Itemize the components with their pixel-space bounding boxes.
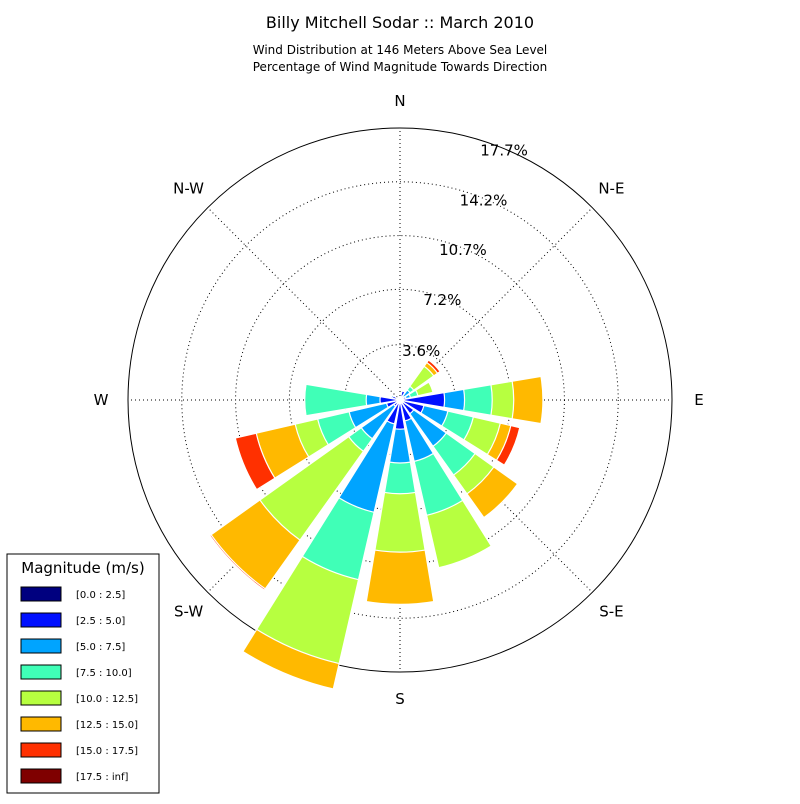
wind-bar-segment bbox=[338, 399, 401, 514]
direction-labels: N N-E E S-E S S-W W N-W bbox=[94, 92, 704, 708]
legend: Magnitude (m/s) [0.0 : 2.5] [2.5 : 5.0] [5… bbox=[6, 553, 160, 794]
direction-label: S bbox=[395, 690, 405, 708]
legend-label: [15.0 : 17.5] bbox=[76, 746, 138, 757]
wind-bar-segment bbox=[386, 399, 401, 425]
chart-subtitle-line-1: Wind Distribution at 146 Meters Above Se… bbox=[253, 43, 548, 57]
legend-label: [10.0 : 12.5] bbox=[76, 694, 138, 705]
direction-label: N-E bbox=[598, 180, 624, 198]
direction-label: S-W bbox=[174, 602, 203, 620]
direction-label: S-E bbox=[599, 602, 623, 620]
wind-bar-segment bbox=[399, 391, 446, 409]
legend-swatch bbox=[20, 690, 62, 706]
grid-ring bbox=[181, 181, 619, 619]
legend-swatch bbox=[20, 664, 62, 680]
legend-swatch bbox=[20, 742, 62, 758]
legend-label: [12.5 : 15.0] bbox=[76, 720, 138, 731]
wind-bar-segment bbox=[399, 399, 413, 422]
legend-title: Magnitude (m/s) bbox=[21, 559, 144, 577]
ring-label: 17.7% bbox=[480, 142, 528, 160]
outer-circle bbox=[127, 127, 673, 673]
legend-swatch bbox=[20, 768, 62, 784]
direction-label: W bbox=[94, 391, 109, 409]
legend-label: [5.0 : 7.5] bbox=[76, 642, 125, 653]
ring-label: 14.2% bbox=[460, 191, 508, 209]
legend-swatch bbox=[20, 586, 62, 602]
wind-bar-segment bbox=[399, 399, 415, 415]
wind-bars bbox=[209, 359, 544, 690]
wind-bar-segment bbox=[398, 397, 401, 401]
wind-bar-segment bbox=[388, 399, 412, 464]
wind-bar-segment bbox=[399, 399, 425, 414]
ring-label: 7.2% bbox=[423, 291, 461, 309]
legend-label: [7.5 : 10.0] bbox=[76, 668, 132, 679]
direction-label: N-W bbox=[173, 180, 204, 198]
ring-label: 10.7% bbox=[439, 241, 487, 259]
wind-bar-segment bbox=[360, 399, 401, 440]
legend-items: [0.0 : 2.5] [2.5 : 5.0] [5.0 : 7.5] [7.5 : … bbox=[20, 586, 138, 784]
legend-swatch bbox=[20, 612, 62, 628]
legend-label: [17.5 : inf] bbox=[76, 772, 129, 783]
grid-spoke bbox=[207, 207, 401, 401]
legend-swatch bbox=[20, 716, 62, 732]
wind-bar-segment bbox=[379, 396, 401, 404]
wind-bar-segment bbox=[385, 399, 401, 409]
legend-label: [0.0 : 2.5] bbox=[76, 590, 125, 601]
direction-label: N bbox=[394, 92, 405, 110]
legend-swatch bbox=[20, 638, 62, 654]
chart-title: Billy Mitchell Sodar :: March 2010 bbox=[266, 13, 534, 32]
wind-bar-segment bbox=[348, 399, 401, 429]
ring-labels: 3.6% 7.2% 10.7% 14.2% 17.7% bbox=[402, 142, 528, 360]
legend-label: [2.5 : 5.0] bbox=[76, 616, 125, 627]
wind-bar-segment bbox=[394, 399, 406, 430]
wind-bar-segment bbox=[304, 383, 401, 417]
ring-label: 3.6% bbox=[402, 342, 440, 360]
direction-label: E bbox=[694, 391, 703, 409]
grid-spoke bbox=[399, 207, 593, 401]
chart-subtitle-line-2: Percentage of Wind Magnitude Towards Dir… bbox=[253, 60, 547, 74]
